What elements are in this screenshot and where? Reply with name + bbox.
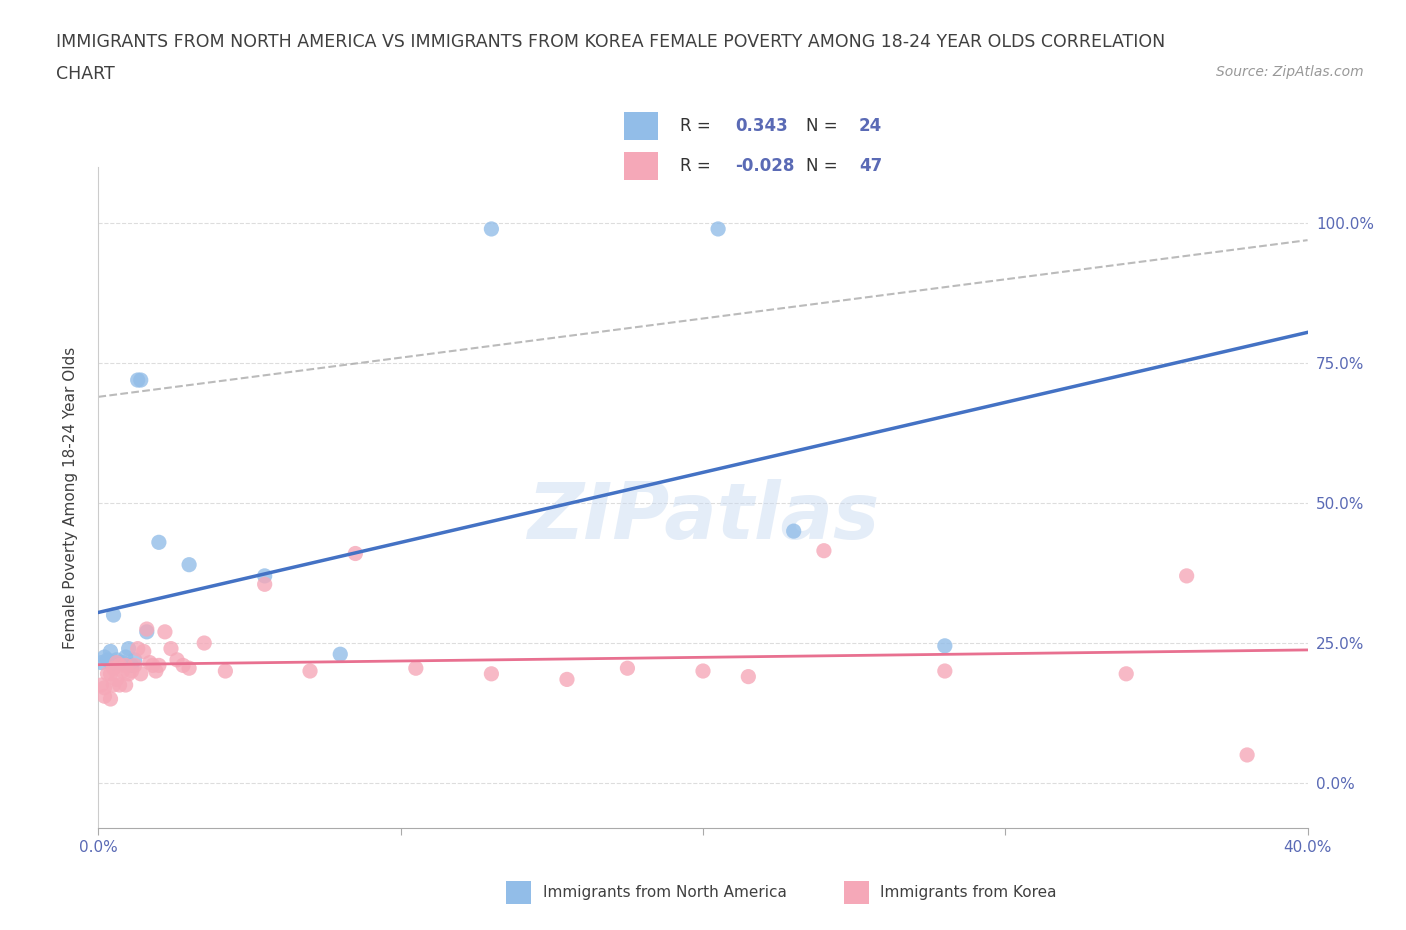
Point bbox=[616, 661, 638, 676]
Text: 0.343: 0.343 bbox=[735, 117, 789, 135]
Point bbox=[129, 373, 152, 388]
Point bbox=[132, 644, 155, 658]
Point bbox=[160, 641, 183, 656]
Point bbox=[813, 543, 835, 558]
Point bbox=[103, 607, 125, 622]
Point bbox=[93, 681, 115, 696]
Point bbox=[934, 664, 956, 679]
Point bbox=[193, 635, 215, 650]
Point bbox=[108, 656, 131, 671]
Point bbox=[90, 678, 112, 693]
Point bbox=[114, 649, 136, 664]
Text: N =: N = bbox=[807, 117, 838, 135]
Point bbox=[145, 664, 167, 679]
Point bbox=[179, 557, 201, 572]
Point bbox=[90, 656, 112, 671]
Point bbox=[127, 641, 149, 656]
Text: CHART: CHART bbox=[56, 65, 115, 83]
Point bbox=[114, 658, 136, 673]
Text: R =: R = bbox=[679, 117, 710, 135]
Point bbox=[153, 624, 176, 639]
Point bbox=[124, 652, 146, 667]
Text: ZIPatlas: ZIPatlas bbox=[527, 479, 879, 555]
Point bbox=[934, 638, 956, 653]
Y-axis label: Female Poverty Among 18-24 Year Olds: Female Poverty Among 18-24 Year Olds bbox=[63, 347, 77, 649]
Point bbox=[214, 664, 236, 679]
Point bbox=[148, 535, 170, 550]
Point bbox=[124, 658, 146, 673]
Point bbox=[135, 624, 157, 639]
Bar bbox=[624, 112, 658, 140]
Point bbox=[179, 661, 201, 676]
Text: Immigrants from North America: Immigrants from North America bbox=[543, 885, 786, 900]
Point bbox=[111, 664, 134, 679]
Point bbox=[105, 652, 128, 667]
Text: Immigrants from Korea: Immigrants from Korea bbox=[880, 885, 1057, 900]
Point bbox=[783, 524, 806, 538]
Point bbox=[139, 656, 162, 671]
Text: R =: R = bbox=[679, 157, 710, 175]
Point bbox=[129, 667, 152, 682]
Point bbox=[166, 652, 188, 667]
Point bbox=[96, 667, 118, 682]
Point bbox=[737, 670, 759, 684]
Point bbox=[118, 641, 141, 656]
Point bbox=[142, 658, 165, 673]
Point bbox=[105, 672, 128, 687]
Point bbox=[253, 577, 276, 591]
Point bbox=[1236, 748, 1258, 763]
Point bbox=[1175, 568, 1198, 583]
Point bbox=[100, 692, 122, 707]
Point bbox=[299, 664, 322, 679]
Point bbox=[103, 661, 125, 676]
Point bbox=[93, 689, 115, 704]
Point bbox=[114, 678, 136, 693]
Text: -0.028: -0.028 bbox=[735, 157, 794, 175]
Point bbox=[96, 652, 118, 667]
Text: Source: ZipAtlas.com: Source: ZipAtlas.com bbox=[1216, 65, 1364, 79]
Point bbox=[135, 621, 157, 636]
Point bbox=[111, 656, 134, 671]
Point bbox=[707, 221, 730, 236]
Point bbox=[118, 667, 141, 682]
Point bbox=[105, 656, 128, 671]
Point bbox=[405, 661, 427, 676]
Text: N =: N = bbox=[807, 157, 838, 175]
Point bbox=[93, 649, 115, 664]
Point bbox=[127, 373, 149, 388]
Point bbox=[344, 546, 367, 561]
Point bbox=[121, 664, 143, 679]
Point bbox=[253, 568, 276, 583]
Text: 47: 47 bbox=[859, 157, 883, 175]
Point bbox=[172, 658, 194, 673]
Text: 24: 24 bbox=[859, 117, 883, 135]
Point bbox=[1115, 667, 1137, 682]
Point bbox=[100, 644, 122, 658]
Point bbox=[103, 678, 125, 693]
Point bbox=[121, 658, 143, 673]
Point bbox=[148, 658, 170, 673]
Point bbox=[481, 221, 503, 236]
Point bbox=[692, 664, 714, 679]
Point bbox=[100, 667, 122, 682]
Point bbox=[555, 672, 578, 687]
Bar bbox=[624, 152, 658, 180]
Point bbox=[108, 658, 131, 673]
Point bbox=[103, 656, 125, 671]
Point bbox=[329, 646, 352, 661]
Point bbox=[481, 667, 503, 682]
Point bbox=[108, 678, 131, 693]
Text: IMMIGRANTS FROM NORTH AMERICA VS IMMIGRANTS FROM KOREA FEMALE POVERTY AMONG 18-2: IMMIGRANTS FROM NORTH AMERICA VS IMMIGRA… bbox=[56, 33, 1166, 50]
